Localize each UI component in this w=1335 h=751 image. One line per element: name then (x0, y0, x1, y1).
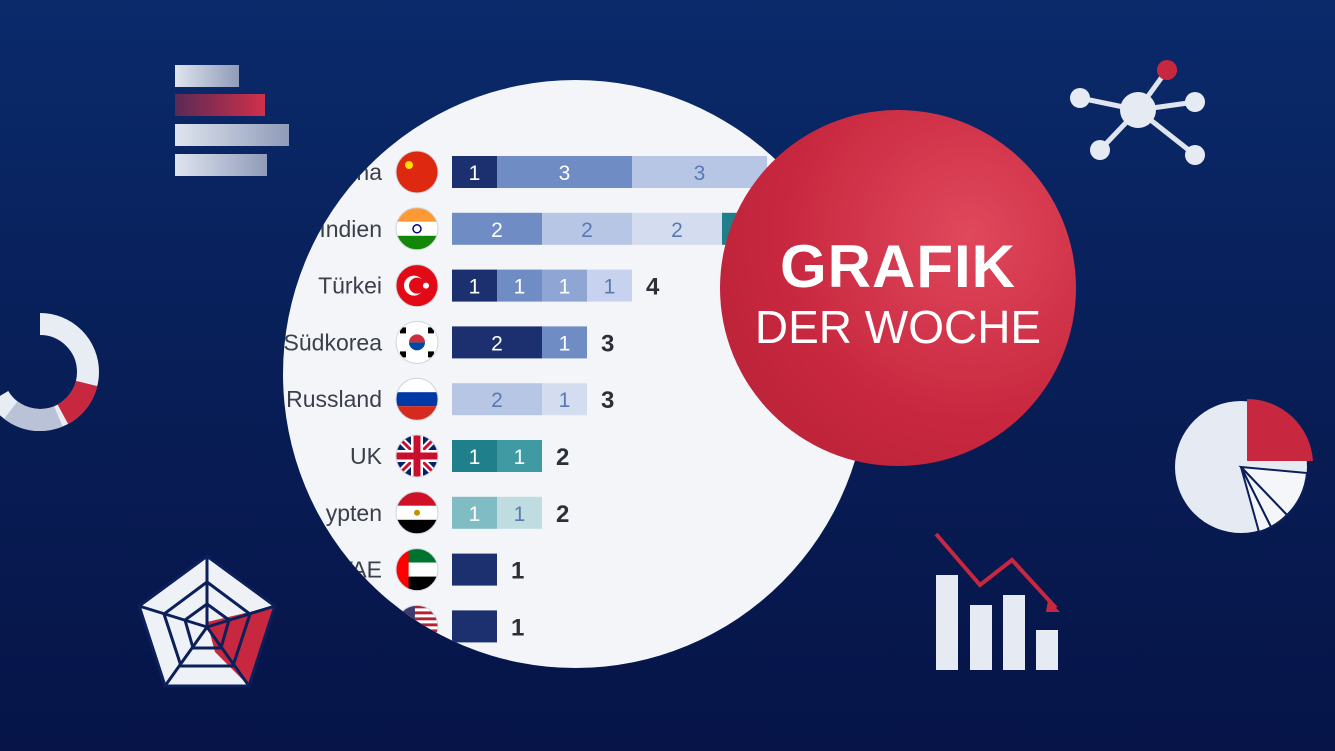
chart-row: 1 (395, 604, 524, 648)
segment-value-label: 1 (559, 332, 571, 355)
row-total-label: 4 (646, 274, 660, 301)
segment-value-label: 1 (469, 162, 481, 185)
bar-segment (632, 156, 767, 188)
segment-value-label: 2 (491, 332, 503, 355)
egypt-flag-icon (395, 491, 439, 535)
chart-row: Türkei 1 1 1 1 4 (318, 264, 660, 308)
bar-segment (632, 212, 722, 245)
row-total-label: 3 (601, 330, 614, 357)
bar-segment (542, 326, 587, 359)
segment-value-label: 2 (491, 219, 503, 242)
segment-value-label: 1 (469, 446, 481, 469)
row-total-label: 1 (511, 614, 524, 641)
bar-segment (452, 212, 542, 245)
bar-segment (587, 269, 632, 302)
segment-value-label: 1 (469, 503, 481, 526)
segment-value-label: 1 (514, 276, 526, 299)
bar-segment (497, 440, 542, 472)
bar-segment (452, 496, 497, 529)
bar-chart-icon (175, 65, 289, 176)
usa-flag-icon (395, 604, 439, 648)
bar-segment (542, 383, 587, 416)
segment-value-label: 1 (469, 276, 481, 299)
bar-segment (497, 269, 542, 302)
segment-value-label: 1 (604, 276, 616, 299)
segment-value-label: 1 (559, 276, 571, 299)
country-label: UK (350, 443, 383, 469)
badge-subtitle: DER WOCHE (754, 301, 1042, 353)
bar-segment (542, 212, 632, 245)
china-flag-icon (395, 150, 439, 194)
uae-flag-icon (395, 548, 439, 592)
country-label: Südkorea (284, 329, 383, 355)
segment-value-label: 3 (559, 162, 571, 185)
row-total-label: 2 (556, 444, 569, 471)
russia-flag-icon (395, 377, 439, 421)
chart-row: Russland 2 1 3 (286, 377, 614, 421)
chart-row: UK 1 1 2 (350, 434, 569, 478)
row-total-label: 3 (601, 387, 614, 414)
chart-row: ina 1 3 3 (351, 150, 767, 194)
bar-segment (452, 156, 497, 188)
segment-value-label: 2 (671, 219, 683, 242)
segment-value-label: 1 (514, 503, 526, 526)
korea-flag-icon (395, 320, 439, 364)
chart-row: Südkorea 2 1 3 (284, 320, 614, 364)
segment-value-label: 2 (581, 219, 593, 242)
segment-value-label: 1 (514, 446, 526, 469)
bar-segment (497, 496, 542, 529)
row-total-label: 2 (556, 501, 569, 528)
bar-segment (452, 269, 497, 302)
segment-value-label: 2 (491, 389, 503, 412)
bar-segment (452, 553, 497, 586)
india-flag-icon (395, 207, 439, 251)
uk-flag-icon (395, 434, 439, 478)
bar-segment (452, 326, 542, 359)
country-label: ypten (326, 500, 382, 526)
bar-segment (452, 440, 497, 472)
chart-row: Indien 2 2 2 (319, 207, 767, 251)
bar-segment (452, 383, 542, 416)
bar-segment (497, 156, 632, 188)
bar-segment (542, 269, 587, 302)
badge-title: GRAFIK (780, 233, 1016, 300)
segment-value-label: 1 (559, 389, 571, 412)
network-icon (1070, 60, 1205, 165)
chart-row: ypten 1 1 2 (326, 491, 569, 535)
pie-chart-icon (1175, 398, 1313, 534)
row-total-label: 1 (511, 558, 524, 585)
turkey-flag-icon (395, 264, 439, 308)
bar-segment (452, 610, 497, 643)
country-label: VAE (338, 557, 382, 583)
segment-value-label: 3 (694, 162, 706, 185)
chart-row: VAE 1 (338, 548, 524, 592)
country-label: ina (351, 159, 382, 185)
declining-bar-chart-icon (934, 532, 1060, 670)
country-label: Türkei (318, 273, 382, 299)
country-label: Indien (319, 216, 382, 242)
grafik-der-woche-badge: GRAFIK DER WOCHE (720, 110, 1076, 466)
radar-chart-icon (137, 554, 277, 688)
donut-chart-icon (0, 313, 99, 431)
country-label: Russland (286, 386, 382, 412)
